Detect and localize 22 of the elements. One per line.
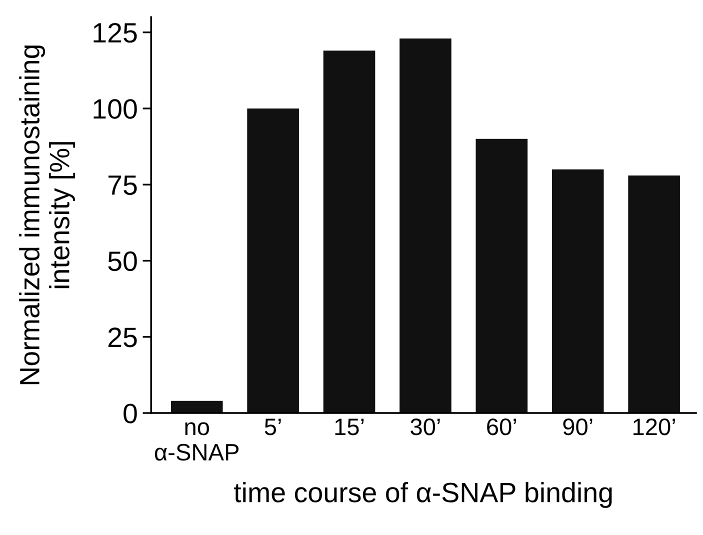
x-tick-label: 60’: [487, 418, 516, 436]
x-tick-label: 90’: [563, 418, 592, 436]
x-axis-title: time course of α-SNAP binding: [234, 482, 612, 508]
bar: [247, 108, 299, 414]
x-tick-label: no α-SNAP: [154, 422, 239, 461]
bar: [628, 175, 680, 414]
bar: [552, 169, 604, 414]
y-tick-label: 75: [108, 176, 137, 195]
x-tick-label: 30’: [410, 418, 440, 436]
y-tick-label: 0: [124, 404, 137, 424]
y-tick-label: 125: [94, 23, 137, 43]
x-tick-label: 120’: [634, 418, 675, 436]
bar: [476, 138, 528, 414]
x-tick-label: 15’: [335, 418, 364, 436]
y-tick-label: 50: [108, 251, 137, 272]
y-axis-title: Normalized immunostaining intensity [%]: [19, 45, 75, 384]
bar: [323, 50, 376, 414]
y-tick-label: 100: [94, 99, 137, 119]
bar: [170, 400, 223, 414]
x-tick-label: 5’: [264, 418, 281, 436]
y-tick-label: 25: [108, 328, 137, 348]
bar: [400, 38, 452, 414]
